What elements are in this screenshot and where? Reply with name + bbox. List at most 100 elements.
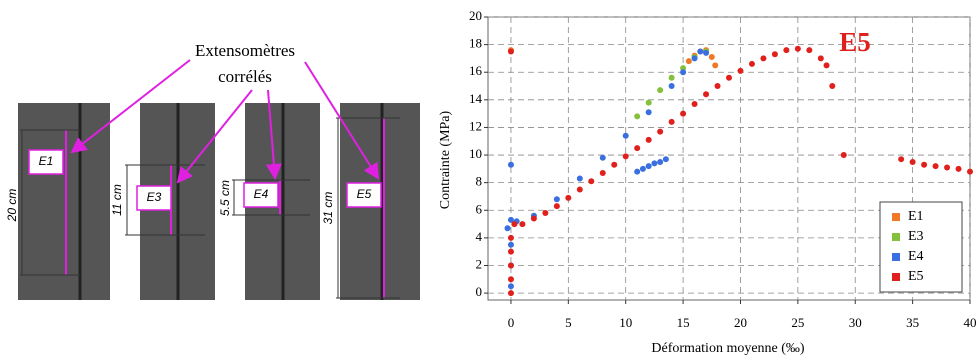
- x-tick-label: 5: [565, 315, 572, 330]
- point: [507, 216, 514, 223]
- point: [634, 113, 641, 120]
- point: [685, 58, 692, 65]
- legend-label: E3: [908, 229, 924, 244]
- gauge-label: E3: [147, 190, 162, 204]
- point: [634, 145, 641, 152]
- point: [680, 69, 687, 76]
- y-tick-label: 6: [476, 201, 483, 216]
- point: [909, 158, 916, 165]
- point: [760, 55, 767, 62]
- point: [507, 161, 514, 168]
- point: [622, 132, 629, 139]
- point: [553, 203, 560, 210]
- point: [576, 186, 583, 193]
- point: [507, 290, 514, 297]
- caption: Extensomètres: [195, 41, 295, 60]
- legend-swatch: [892, 233, 900, 241]
- y-tick-label: 20: [469, 8, 482, 23]
- legend-label: E5: [908, 269, 924, 284]
- x-tick-label: 40: [964, 315, 977, 330]
- point: [823, 62, 830, 69]
- point: [967, 168, 973, 175]
- point: [657, 128, 664, 135]
- y-tick-label: 8: [476, 174, 483, 189]
- point: [651, 160, 658, 167]
- x-tick-label: 25: [791, 315, 804, 330]
- gauge-length: 20 cm: [5, 189, 19, 223]
- point: [645, 109, 652, 116]
- y-tick-label: 10: [469, 146, 482, 161]
- point: [817, 55, 824, 62]
- point: [712, 62, 719, 69]
- point: [599, 169, 606, 176]
- point: [955, 165, 962, 172]
- y-tick-label: 18: [469, 36, 482, 51]
- point: [507, 48, 514, 55]
- point: [553, 196, 560, 203]
- point: [898, 156, 905, 163]
- point: [691, 55, 698, 62]
- point: [668, 118, 675, 125]
- gauge-label: E4: [254, 187, 269, 201]
- gauge-label: E1: [39, 154, 54, 168]
- point: [507, 262, 514, 269]
- point: [714, 83, 721, 90]
- x-axis-label: Déformation moyenne (‰): [651, 341, 805, 356]
- point: [565, 194, 572, 201]
- point: [576, 175, 583, 182]
- point: [504, 225, 511, 232]
- point: [530, 215, 537, 222]
- point: [697, 48, 704, 55]
- point: [726, 74, 732, 81]
- point: [519, 221, 526, 228]
- point: [507, 276, 514, 283]
- y-tick-label: 14: [469, 91, 483, 106]
- point: [703, 91, 710, 98]
- point: [662, 156, 669, 163]
- legend-label: E4: [908, 249, 924, 264]
- point: [737, 67, 744, 74]
- point: [668, 74, 675, 81]
- y-tick-label: 0: [476, 284, 483, 299]
- point: [680, 65, 687, 72]
- point: [680, 110, 687, 117]
- annotation: E5: [839, 27, 871, 57]
- point: [921, 161, 928, 168]
- point: [645, 136, 652, 143]
- chart: Déformation moyenne (‰) Contrainte (MPa)…: [438, 8, 976, 356]
- point: [507, 234, 514, 241]
- point: [932, 163, 939, 170]
- point: [611, 161, 618, 168]
- x-tick-label: 10: [619, 315, 632, 330]
- point: [806, 47, 813, 54]
- point: [507, 283, 514, 290]
- point: [511, 221, 518, 228]
- point: [507, 248, 514, 255]
- gauge-label: E5: [357, 187, 372, 201]
- x-tick-label: 0: [508, 315, 515, 330]
- point: [645, 163, 652, 170]
- point: [645, 99, 652, 106]
- y-tick-label: 2: [476, 256, 483, 271]
- point: [639, 165, 646, 172]
- point: [634, 168, 641, 175]
- specimen-figure: Extensomètres corrélés E1 E3 E4 E5 20 cm…: [5, 41, 420, 300]
- specimen: [18, 103, 110, 300]
- legend-label: E1: [908, 209, 924, 224]
- legend-swatch: [892, 273, 900, 281]
- y-axis-label: Contrainte (MPa): [438, 110, 453, 209]
- point: [599, 154, 606, 161]
- point: [944, 164, 951, 171]
- x-tick-label: 15: [677, 315, 690, 330]
- legend-swatch: [892, 213, 900, 221]
- caption: corrélés: [218, 67, 272, 86]
- point: [771, 51, 778, 58]
- point: [507, 241, 514, 248]
- point: [657, 158, 664, 165]
- point: [783, 47, 790, 54]
- y-tick-label: 16: [469, 63, 483, 78]
- point: [657, 87, 664, 94]
- gauge-length: 31 cm: [321, 192, 335, 225]
- point: [542, 210, 549, 217]
